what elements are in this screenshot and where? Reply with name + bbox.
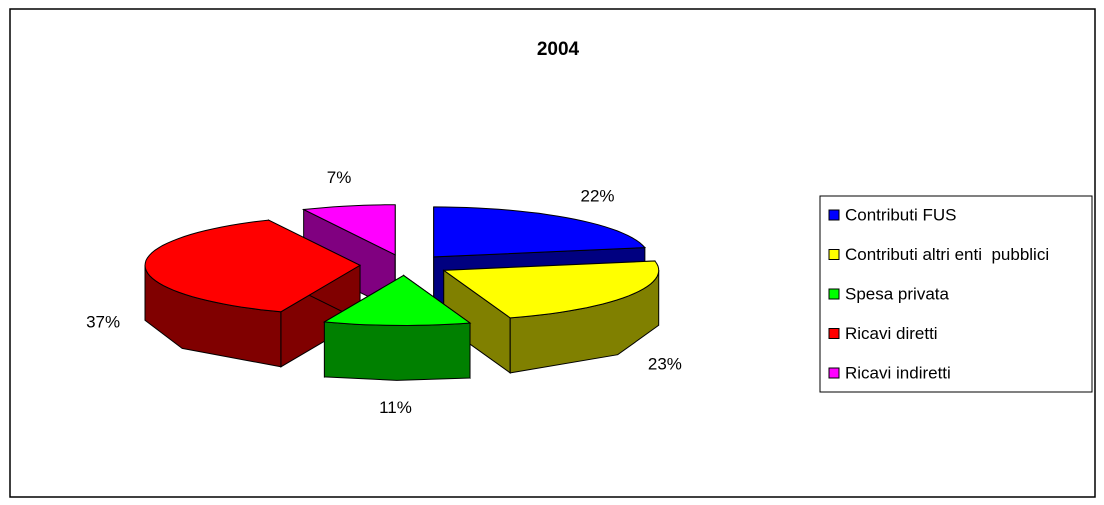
legend-box — [819, 195, 1093, 393]
slice — [144, 219, 362, 368]
legend: Contributi FUS Contributi altri enti pubb… — [828, 205, 1049, 382]
legend-swatch — [828, 367, 840, 379]
slice-top — [144, 219, 362, 313]
slice — [322, 274, 472, 381]
slice-top — [322, 274, 472, 327]
legend-label: Ricavi indiretti — [845, 363, 951, 382]
data-label: 22% — [580, 186, 614, 205]
pie: 22% 23% 11% 37% 7% — [86, 168, 682, 417]
slice-top — [301, 204, 396, 256]
slice — [442, 260, 660, 374]
data-label: 23% — [648, 354, 682, 373]
slice-side — [323, 321, 471, 381]
legend-label: Ricavi diretti — [845, 324, 938, 343]
legend-label: Contributi altri enti pubblici — [845, 245, 1049, 264]
data-label: 37% — [86, 312, 120, 331]
slice-top — [442, 260, 660, 319]
legend-swatch — [828, 249, 840, 260]
slice-top — [433, 206, 647, 258]
legend-swatch — [828, 288, 840, 300]
legend-label: Spesa privata — [845, 284, 949, 303]
data-label: 11% — [379, 398, 412, 417]
legend-label: Contributi FUS — [845, 205, 956, 224]
legend-swatch — [828, 328, 840, 339]
chart-title: 2004 — [537, 39, 580, 60]
legend-swatch — [828, 209, 840, 221]
data-label: 7% — [327, 168, 352, 187]
